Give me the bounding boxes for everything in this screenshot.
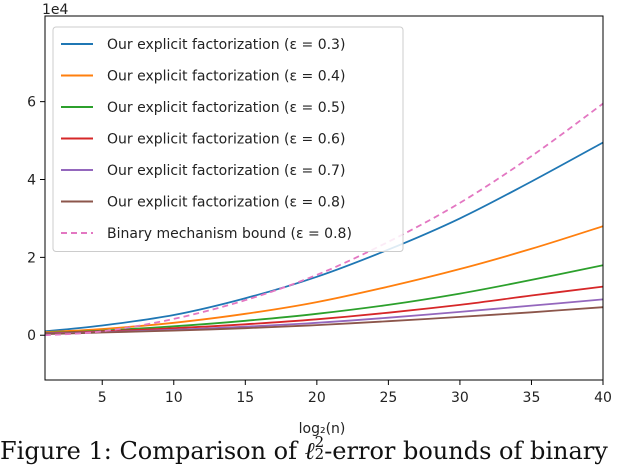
x-tick-label: 35 xyxy=(523,390,541,406)
series-line-6 xyxy=(45,306,603,335)
caption-subscript: 2 xyxy=(314,445,325,463)
x-tick-label: 10 xyxy=(165,390,183,406)
x-tick-label: 15 xyxy=(236,390,254,406)
x-tick-label: 20 xyxy=(308,390,326,406)
legend-entry-label: Our explicit factorization (ε = 0.6) xyxy=(107,132,345,148)
legend-box xyxy=(52,26,404,252)
x-tick-label: 25 xyxy=(379,390,397,406)
legend-entry-label: Our explicit factorization (ε = 0.3) xyxy=(107,37,345,53)
caption-suffix: -error bounds of binary xyxy=(324,437,608,465)
y-scale-label: 1e4 xyxy=(42,2,69,18)
axes-frame xyxy=(44,15,604,381)
legend-entry-label: Binary mechanism bound (ε = 0.8) xyxy=(107,226,352,242)
x-axis-label: log₂(n) xyxy=(299,421,346,437)
figure-caption: Figure 1: Comparison of ℓ 2 2 -error bounds… xyxy=(0,433,640,466)
y-tick-label: 6 xyxy=(27,95,36,111)
y-axis: 0 2 4 6 xyxy=(27,95,45,344)
x-tick-label: 40 xyxy=(594,390,612,406)
legend-entry-label: Our explicit factorization (ε = 0.8) xyxy=(107,195,345,211)
legend: Our explicit factorization (ε = 0.3) Our … xyxy=(52,26,404,252)
legend-entry-label: Our explicit factorization (ε = 0.7) xyxy=(107,163,345,179)
plot-area xyxy=(45,102,603,337)
caption-ell-symbol: ℓ xyxy=(304,437,315,465)
legend-entry-label: Our explicit factorization (ε = 0.4) xyxy=(107,69,345,85)
series-line-4 xyxy=(45,285,603,335)
series-line-3 xyxy=(45,264,603,334)
y-tick-label: 2 xyxy=(27,250,36,266)
legend-entry-label: Our explicit factorization (ε = 0.5) xyxy=(107,100,345,116)
y-tick-label: 4 xyxy=(27,173,36,189)
x-tick-label: 30 xyxy=(451,390,469,406)
caption-superscript: 2 xyxy=(314,433,325,451)
series-line-1 xyxy=(45,141,603,333)
x-tick-label: 5 xyxy=(98,390,107,406)
x-axis: 5 10 15 20 25 30 35 40 xyxy=(98,380,612,406)
caption-prefix: Figure 1: Comparison of xyxy=(0,437,305,465)
y-tick-label: 0 xyxy=(27,328,36,344)
